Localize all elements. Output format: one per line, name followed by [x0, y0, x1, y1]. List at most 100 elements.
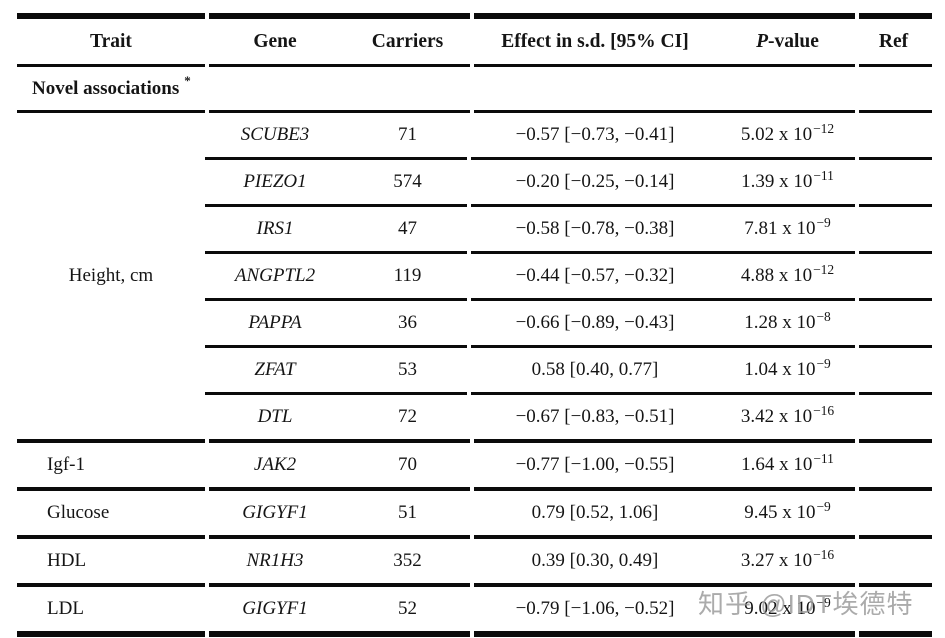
pvalue-exponent: −16 [813, 547, 835, 562]
table-row: IRS1 47 −0.58 [−0.78, −0.38] 7.81 x 10−9 [205, 207, 932, 251]
pvalue-cell: 1.64 x 10−11 [720, 451, 855, 476]
pvalue-mantissa: 9.45 x 10 [744, 502, 816, 523]
pvalue-mantissa: 3.27 x 10 [740, 550, 813, 571]
table-header-row: Trait Gene Carriers Effect in s.d. [95% … [17, 19, 932, 64]
pvalue-exponent: −8 [816, 309, 831, 324]
pvalue-cell: 7.81 x 10−9 [720, 215, 855, 240]
table-row: ANGPTL2 119 −0.44 [−0.57, −0.32] 4.88 x … [205, 254, 932, 298]
pvalue-cell: 3.42 x 10−16 [720, 403, 855, 428]
effect-cell: 0.79 [0.52, 1.06] [531, 502, 659, 523]
trait-group: Height, cm SCUBE3 71 −0.57 [−0.73, −0.41… [17, 113, 932, 439]
pvalue-cell: 1.39 x 10−11 [720, 168, 855, 193]
pvalue-cell: 3.27 x 10−16 [720, 547, 855, 572]
pvalue-mantissa: 5.02 x 10 [740, 124, 813, 145]
trait-cell: Igf-1 [47, 454, 85, 475]
table-row: JAK2 70 −0.77 [−1.00, −0.55] 1.64 x 10−1… [205, 443, 932, 487]
row-separator-partial [205, 392, 932, 395]
pvalue-mantissa: 1.04 x 10 [744, 359, 816, 380]
trait-cell: Glucose [47, 502, 110, 523]
trait-group-rows: GIGYF1 51 0.79 [0.52, 1.06] 9.45 x 10−9 [205, 491, 932, 535]
trait-group: HDL NR1H3 352 0.39 [0.30, 0.49] 3.27 x 1… [17, 539, 932, 583]
table-bottom-border [17, 631, 932, 637]
gene-cell: PIEZO1 [243, 171, 307, 192]
pvalue-exponent: −9 [816, 499, 831, 514]
trait-group: Glucose GIGYF1 51 0.79 [0.52, 1.06] 9.45… [17, 491, 932, 535]
trait-cell: Height, cm [68, 265, 154, 286]
gene-cell: PAPPA [248, 312, 302, 333]
trait-group-rows: JAK2 70 −0.77 [−1.00, −0.55] 1.64 x 10−1… [205, 443, 932, 487]
gene-cell: ANGPTL2 [234, 265, 316, 286]
watermark-text: 知乎 @IDT埃德特 [698, 589, 914, 619]
effect-cell: −0.67 [−0.83, −0.51] [515, 406, 675, 427]
table-row: DTL 72 −0.67 [−0.83, −0.51] 3.42 x 10−16 [205, 395, 932, 439]
pvalue-cell: 5.02 x 10−12 [720, 121, 855, 146]
row-separator-partial [205, 298, 932, 301]
carriers-cell: 574 [393, 171, 422, 192]
pvalue-exponent: −9 [816, 595, 831, 610]
pvalue-exponent: −16 [813, 403, 835, 418]
row-separator-partial [205, 345, 932, 348]
carriers-cell: 51 [398, 502, 417, 523]
header-ref: Ref [878, 30, 909, 52]
carriers-cell: 53 [398, 359, 417, 380]
gene-cell: SCUBE3 [240, 124, 310, 145]
trait-cell: HDL [47, 550, 87, 571]
pvalue-mantissa: 1.64 x 10 [741, 454, 813, 475]
effect-cell: −0.77 [−1.00, −0.55] [515, 454, 675, 475]
header-underline [17, 64, 932, 67]
header-effect: Effect in s.d. [95% CI] [501, 30, 689, 52]
watermark: 知乎 @IDT埃德特 [698, 584, 914, 621]
carriers-cell: 52 [398, 598, 417, 619]
carriers-cell: 47 [398, 218, 417, 239]
gene-cell: DTL [257, 406, 293, 427]
header-pvalue: P-value [720, 31, 855, 53]
row-separator-full [17, 535, 932, 539]
header-pvalue-italic-p: P [756, 30, 768, 52]
pvalue-exponent: −11 [813, 168, 834, 183]
header-gene: Gene [253, 30, 297, 52]
header-trait: Trait [90, 30, 132, 52]
table-row: GIGYF1 52 −0.79 [−1.06, −0.52] 9.02 x 10… [205, 587, 932, 631]
pvalue-cell: 1.28 x 10−8 [720, 309, 855, 334]
section-label: Novel associations [32, 77, 180, 99]
trait-cell: LDL [47, 598, 84, 619]
section-row-novel-associations: Novel associations * [17, 67, 932, 110]
section-superscript-asterisk: * [184, 72, 191, 88]
trait-group: Igf-1 JAK2 70 −0.77 [−1.00, −0.55] 1.64 … [17, 443, 932, 487]
row-separator-partial [205, 204, 932, 207]
pvalue-cell: 1.04 x 10−9 [720, 356, 855, 381]
carriers-cell: 72 [398, 406, 417, 427]
table-body: Height, cm SCUBE3 71 −0.57 [−0.73, −0.41… [17, 113, 932, 631]
effect-cell: −0.79 [−1.06, −0.52] [515, 598, 675, 619]
row-separator-full [17, 487, 932, 491]
carriers-cell: 352 [393, 550, 422, 571]
row-separator-partial [205, 251, 932, 254]
table-row: SCUBE3 71 −0.57 [−0.73, −0.41] 5.02 x 10… [205, 113, 932, 157]
table-row: GIGYF1 51 0.79 [0.52, 1.06] 9.45 x 10−9 [205, 491, 932, 535]
associations-table: Trait Gene Carriers Effect in s.d. [95% … [17, 13, 932, 637]
pvalue-exponent: −12 [813, 262, 835, 277]
pvalue-cell: 4.88 x 10−12 [720, 262, 855, 287]
effect-cell: −0.44 [−0.57, −0.32] [515, 265, 675, 286]
table-row: ZFAT 53 0.58 [0.40, 0.77] 1.04 x 10−9 [205, 348, 932, 392]
effect-cell: −0.66 [−0.89, −0.43] [515, 312, 675, 333]
pvalue-exponent: −9 [816, 356, 831, 371]
gene-cell: GIGYF1 [242, 598, 308, 619]
row-separator-partial [205, 157, 932, 160]
effect-cell: −0.58 [−0.78, −0.38] [515, 218, 675, 239]
pvalue-exponent: −9 [816, 215, 831, 230]
section-underline [17, 110, 932, 113]
pvalue-cell: 9.45 x 10−9 [720, 499, 855, 524]
trait-group-rows: GIGYF1 52 −0.79 [−1.06, −0.52] 9.02 x 10… [205, 587, 932, 631]
pvalue-mantissa: 1.28 x 10 [744, 312, 816, 333]
trait-group: LDL GIGYF1 52 −0.79 [−1.06, −0.52] 9.02 … [17, 587, 932, 631]
gene-cell: IRS1 [256, 218, 294, 239]
table-row: NR1H3 352 0.39 [0.30, 0.49] 3.27 x 10−16 [205, 539, 932, 583]
trait-group-rows: NR1H3 352 0.39 [0.30, 0.49] 3.27 x 10−16 [205, 539, 932, 583]
effect-cell: 0.39 [0.30, 0.49] [531, 550, 659, 571]
pvalue-mantissa: 7.81 x 10 [744, 218, 816, 239]
row-separator-full [17, 439, 932, 443]
table-top-border [17, 13, 932, 19]
carriers-cell: 36 [398, 312, 417, 333]
